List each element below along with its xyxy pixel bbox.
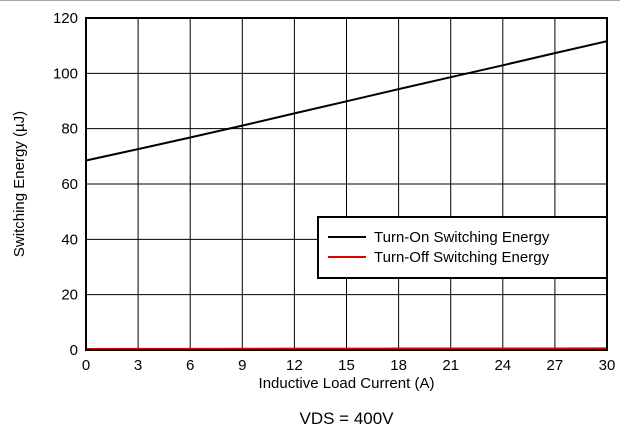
y-tick-label: 100 xyxy=(53,65,78,82)
x-tick-label: 12 xyxy=(286,357,303,374)
plot-frame xyxy=(85,17,608,351)
series-line-turn-on xyxy=(85,40,608,162)
x-tick-label: 9 xyxy=(238,357,246,374)
test-condition-note: VDS = 400V xyxy=(299,409,394,428)
legend-box xyxy=(317,216,608,279)
x-tick-label: 24 xyxy=(494,357,511,374)
legend-label-turn-off: Turn-Off Switching Energy xyxy=(374,249,550,266)
y-tick-label: 40 xyxy=(61,231,78,248)
y-tick-label: 20 xyxy=(61,287,78,304)
y-tick-label: 60 xyxy=(61,176,78,193)
y-axis-ticks: 0 20 40 60 80 100 120 xyxy=(53,10,78,359)
y-tick-label: 0 xyxy=(70,342,78,359)
legend: Turn-On Switching Energy Turn-Off Switch… xyxy=(317,216,608,279)
x-tick-label: 15 xyxy=(338,357,355,374)
x-tick-label: 21 xyxy=(442,357,459,374)
top-divider xyxy=(0,0,620,1)
x-tick-label: 30 xyxy=(599,357,616,374)
x-axis-title: Inductive Load Current (A) xyxy=(259,375,435,392)
y-tick-label: 120 xyxy=(53,10,78,27)
x-tick-label: 27 xyxy=(547,357,564,374)
y-tick-label: 80 xyxy=(61,121,78,138)
y-axis-title: Switching Energy (µJ) xyxy=(11,111,28,257)
x-tick-label: 18 xyxy=(390,357,407,374)
grid xyxy=(86,18,607,350)
x-tick-label: 0 xyxy=(82,357,90,374)
x-axis-ticks: 0 3 6 9 12 15 18 21 24 27 30 xyxy=(82,357,616,374)
legend-label-turn-on: Turn-On Switching Energy xyxy=(374,229,550,246)
x-tick-label: 3 xyxy=(134,357,142,374)
x-tick-label: 6 xyxy=(186,357,194,374)
